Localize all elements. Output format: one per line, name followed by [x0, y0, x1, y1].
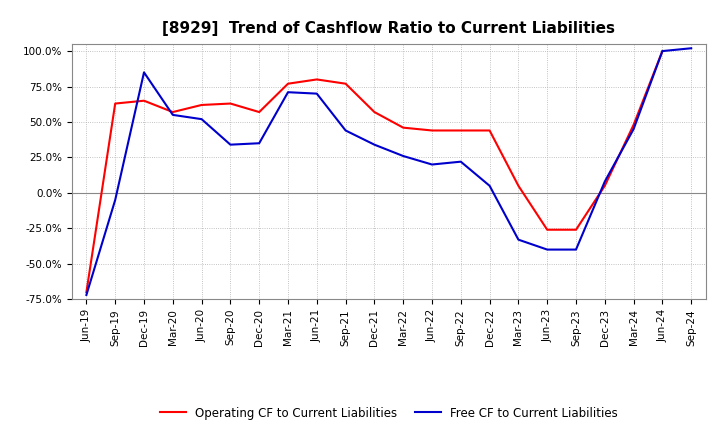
Operating CF to Current Liabilities: [456, 128, 465, 133]
Free CF to Current Liabilities: [111, 197, 120, 202]
Free CF to Current Liabilities: [456, 159, 465, 164]
Operating CF to Current Liabilities: [312, 77, 321, 82]
Free CF to Current Liabilities: [428, 162, 436, 167]
Operating CF to Current Liabilities: [600, 183, 609, 188]
Free CF to Current Liabilities: [82, 292, 91, 297]
Operating CF to Current Liabilities: [514, 183, 523, 188]
Free CF to Current Liabilities: [687, 46, 696, 51]
Free CF to Current Liabilities: [399, 154, 408, 159]
Operating CF to Current Liabilities: [284, 81, 292, 86]
Operating CF to Current Liabilities: [370, 110, 379, 115]
Operating CF to Current Liabilities: [629, 122, 638, 128]
Free CF to Current Liabilities: [140, 70, 148, 75]
Line: Free CF to Current Liabilities: Free CF to Current Liabilities: [86, 48, 691, 295]
Free CF to Current Liabilities: [312, 91, 321, 96]
Operating CF to Current Liabilities: [572, 227, 580, 232]
Free CF to Current Liabilities: [284, 90, 292, 95]
Operating CF to Current Liabilities: [428, 128, 436, 133]
Free CF to Current Liabilities: [572, 247, 580, 252]
Operating CF to Current Liabilities: [399, 125, 408, 130]
Free CF to Current Liabilities: [514, 237, 523, 242]
Operating CF to Current Liabilities: [543, 227, 552, 232]
Free CF to Current Liabilities: [197, 117, 206, 122]
Operating CF to Current Liabilities: [140, 98, 148, 103]
Operating CF to Current Liabilities: [82, 290, 91, 295]
Legend: Operating CF to Current Liabilities, Free CF to Current Liabilities: Operating CF to Current Liabilities, Fre…: [155, 402, 623, 425]
Free CF to Current Liabilities: [226, 142, 235, 147]
Operating CF to Current Liabilities: [341, 81, 350, 86]
Free CF to Current Liabilities: [341, 128, 350, 133]
Free CF to Current Liabilities: [255, 141, 264, 146]
Operating CF to Current Liabilities: [226, 101, 235, 106]
Free CF to Current Liabilities: [658, 48, 667, 54]
Title: [8929]  Trend of Cashflow Ratio to Current Liabilities: [8929] Trend of Cashflow Ratio to Curren…: [162, 21, 616, 36]
Operating CF to Current Liabilities: [168, 110, 177, 115]
Operating CF to Current Liabilities: [197, 103, 206, 108]
Free CF to Current Liabilities: [543, 247, 552, 252]
Operating CF to Current Liabilities: [658, 48, 667, 54]
Line: Operating CF to Current Liabilities: Operating CF to Current Liabilities: [86, 51, 662, 292]
Operating CF to Current Liabilities: [255, 110, 264, 115]
Free CF to Current Liabilities: [370, 142, 379, 147]
Operating CF to Current Liabilities: [485, 128, 494, 133]
Free CF to Current Liabilities: [629, 126, 638, 132]
Free CF to Current Liabilities: [485, 183, 494, 188]
Free CF to Current Liabilities: [168, 112, 177, 117]
Free CF to Current Liabilities: [600, 179, 609, 184]
Operating CF to Current Liabilities: [111, 101, 120, 106]
